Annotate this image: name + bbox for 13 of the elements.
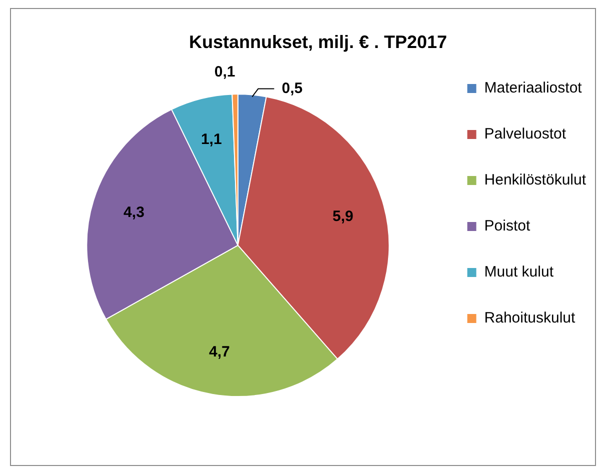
data-label: 5,9: [332, 208, 354, 225]
data-label: 1,1: [200, 130, 222, 148]
data-label: 4,7: [209, 344, 230, 361]
legend-label: Palveluostot: [484, 126, 567, 143]
chart-title: Kustannukset, milj. € . TP2017: [188, 32, 448, 52]
legend-label: Materiaaliostot: [484, 80, 583, 97]
legend-label: Poistot: [484, 218, 531, 235]
data-label: 4,3: [124, 204, 144, 221]
legend-label: Muut kulut: [484, 264, 554, 281]
legend-label: Rahoituskulut: [484, 310, 576, 327]
legend-label: Henkilöstökulut: [484, 172, 587, 189]
data-label: 0,1: [214, 63, 236, 80]
data-label: 0,5: [282, 80, 303, 97]
